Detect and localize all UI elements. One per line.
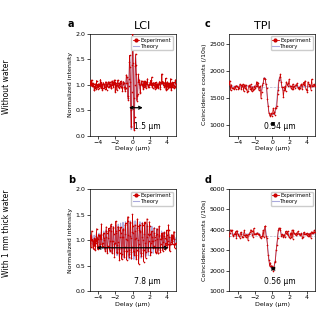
Legend: Experiment, Theory: Experiment, Theory — [131, 192, 173, 205]
Text: a: a — [68, 20, 75, 29]
Legend: Experiment, Theory: Experiment, Theory — [271, 36, 313, 50]
Text: TPI: TPI — [254, 21, 271, 31]
Y-axis label: Coincidence counts (/10s): Coincidence counts (/10s) — [202, 44, 207, 125]
Text: b: b — [68, 175, 75, 185]
Y-axis label: Normalized intensity: Normalized intensity — [68, 52, 74, 117]
Y-axis label: Normalized intensity: Normalized intensity — [68, 208, 74, 273]
Text: 7.8 μm: 7.8 μm — [134, 277, 161, 286]
Text: d: d — [205, 175, 212, 185]
Text: LCI: LCI — [134, 21, 151, 31]
Text: Without water: Without water — [2, 59, 11, 114]
Legend: Experiment, Theory: Experiment, Theory — [131, 36, 173, 50]
X-axis label: Delay (μm): Delay (μm) — [255, 146, 290, 151]
Text: With 1 mm thick water: With 1 mm thick water — [2, 190, 11, 277]
Text: 0.54 μm: 0.54 μm — [264, 122, 295, 131]
Legend: Experiment, Theory: Experiment, Theory — [271, 192, 313, 205]
X-axis label: Delay (μm): Delay (μm) — [115, 302, 150, 307]
Text: 1.5 μm: 1.5 μm — [134, 122, 161, 131]
Text: 0.56 μm: 0.56 μm — [264, 277, 295, 286]
Text: c: c — [205, 20, 211, 29]
X-axis label: Delay (μm): Delay (μm) — [255, 302, 290, 307]
Y-axis label: Coincidence counts (/10s): Coincidence counts (/10s) — [202, 199, 207, 281]
X-axis label: Delay (μm): Delay (μm) — [115, 146, 150, 151]
